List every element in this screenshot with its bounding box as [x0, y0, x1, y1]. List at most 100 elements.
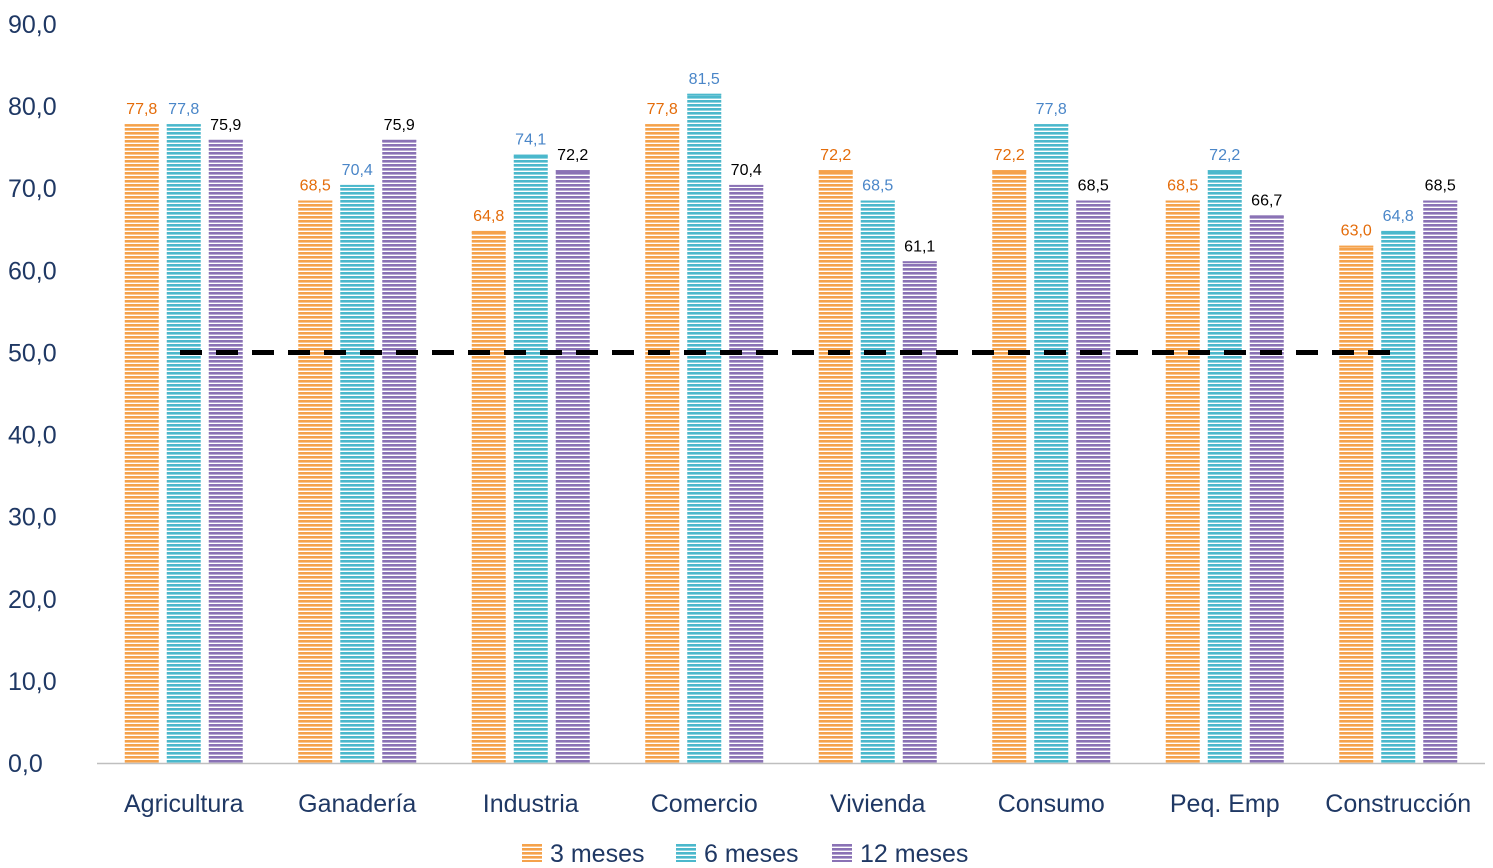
data-label: 72,2: [820, 147, 851, 164]
bar: [992, 170, 1027, 763]
bar-top: [1381, 230, 1416, 233]
bar: [729, 184, 764, 764]
data-label: 68,5: [862, 178, 893, 195]
legend-swatch: [676, 844, 696, 862]
bar: [298, 200, 333, 764]
bar-top: [208, 139, 243, 142]
x-tick-label: Construcción: [1325, 790, 1471, 818]
y-tick-label: 50,0: [8, 339, 57, 367]
x-tick-label: Industria: [483, 790, 579, 818]
y-tick-label: 80,0: [8, 93, 57, 121]
bar: [1339, 245, 1374, 763]
y-tick-label: 90,0: [8, 11, 57, 39]
y-tick-label: 10,0: [8, 668, 57, 696]
x-tick-label: Consumo: [998, 790, 1105, 818]
data-label: 77,8: [647, 101, 678, 118]
bar-top: [124, 124, 159, 127]
bar: [1249, 215, 1284, 763]
data-label: 64,8: [1383, 208, 1414, 225]
data-label: 72,2: [557, 147, 588, 164]
legend-label: 3 meses: [550, 840, 644, 868]
legend-label: 6 meses: [704, 840, 798, 868]
legend-swatch: [522, 844, 542, 862]
bar: [471, 230, 506, 764]
data-label: 68,5: [1425, 178, 1456, 195]
x-tick-label: Ganadería: [298, 790, 416, 818]
bars: [124, 93, 1458, 764]
y-tick-label: 20,0: [8, 586, 57, 614]
bar: [687, 93, 722, 764]
y-tick-label: 0,0: [8, 750, 43, 778]
legend-label: 12 meses: [860, 840, 968, 868]
y-tick-label: 40,0: [8, 422, 57, 450]
bar-top: [818, 170, 853, 173]
data-label: 68,5: [1078, 178, 1109, 195]
bar: [1165, 200, 1200, 764]
bar-top: [166, 124, 201, 127]
bar-top: [555, 170, 590, 173]
data-label: 75,9: [210, 117, 241, 134]
data-label: 72,2: [1209, 147, 1240, 164]
bar: [1381, 230, 1416, 764]
bar: [860, 200, 895, 764]
bar-top: [298, 200, 333, 203]
bar: [1034, 124, 1069, 764]
bar: [1207, 170, 1242, 763]
bar-top: [1339, 245, 1374, 248]
bar-top: [1165, 200, 1200, 203]
bar: [340, 184, 375, 764]
data-label: 70,4: [731, 162, 762, 179]
bar: [208, 139, 243, 763]
bar-top: [1034, 124, 1069, 127]
bar: [1423, 200, 1458, 764]
y-axis: 0,0 10,0 20,0 30,0 40,0 50,0 60,0 70,0 80,0 90,0: [8, 11, 57, 778]
x-axis: Agricultura Ganadería Industria Comercio Viv…: [97, 762, 1485, 818]
bar-top: [687, 93, 722, 96]
data-label: 70,4: [342, 162, 373, 179]
x-tick-label: Comercio: [651, 790, 758, 818]
data-label: 66,7: [1251, 192, 1282, 209]
bar-top: [729, 184, 764, 187]
data-label: 77,8: [126, 101, 157, 118]
x-tick-label: Peq. Emp: [1170, 790, 1280, 818]
bar: [166, 124, 201, 764]
bar: [555, 170, 590, 763]
bar-top: [382, 139, 417, 142]
bar: [818, 170, 853, 763]
data-label: 68,5: [300, 178, 331, 195]
data-label: 61,1: [904, 238, 935, 255]
bar-top: [513, 154, 548, 157]
bar-top: [860, 200, 895, 203]
data-label: 63,0: [1341, 223, 1372, 240]
data-label: 64,8: [473, 208, 504, 225]
data-labels: 77,8 77,8 75,9 68,5 70,4 75,9 64,8 74,1 72,2 77,8…: [126, 71, 1456, 256]
legend: 3 meses 6 meses 12 meses: [522, 840, 968, 868]
bar-top: [471, 230, 506, 233]
legend-swatch: [832, 844, 852, 862]
data-label: 68,5: [1167, 178, 1198, 195]
data-label: 81,5: [689, 71, 720, 88]
bar: [1076, 200, 1111, 764]
x-tick-label: Vivienda: [830, 790, 926, 818]
data-label: 77,8: [1036, 101, 1067, 118]
y-tick-label: 30,0: [8, 504, 57, 532]
y-tick-label: 70,0: [8, 175, 57, 203]
bar: [645, 124, 680, 764]
bar-top: [1076, 200, 1111, 203]
bar-top: [645, 124, 680, 127]
bar-top: [1207, 170, 1242, 173]
data-label: 77,8: [168, 101, 199, 118]
bar-top: [340, 184, 375, 187]
data-label: 75,9: [384, 117, 415, 134]
bar-top: [902, 261, 937, 264]
bar-top: [992, 170, 1027, 173]
data-label: 72,2: [994, 147, 1025, 164]
x-tick-label: Agricultura: [124, 790, 244, 818]
bar: [124, 124, 159, 764]
bar: [902, 261, 937, 763]
bar-top: [1423, 200, 1458, 203]
data-label: 74,1: [515, 132, 546, 149]
bar: [382, 139, 417, 763]
bar: [513, 154, 548, 764]
